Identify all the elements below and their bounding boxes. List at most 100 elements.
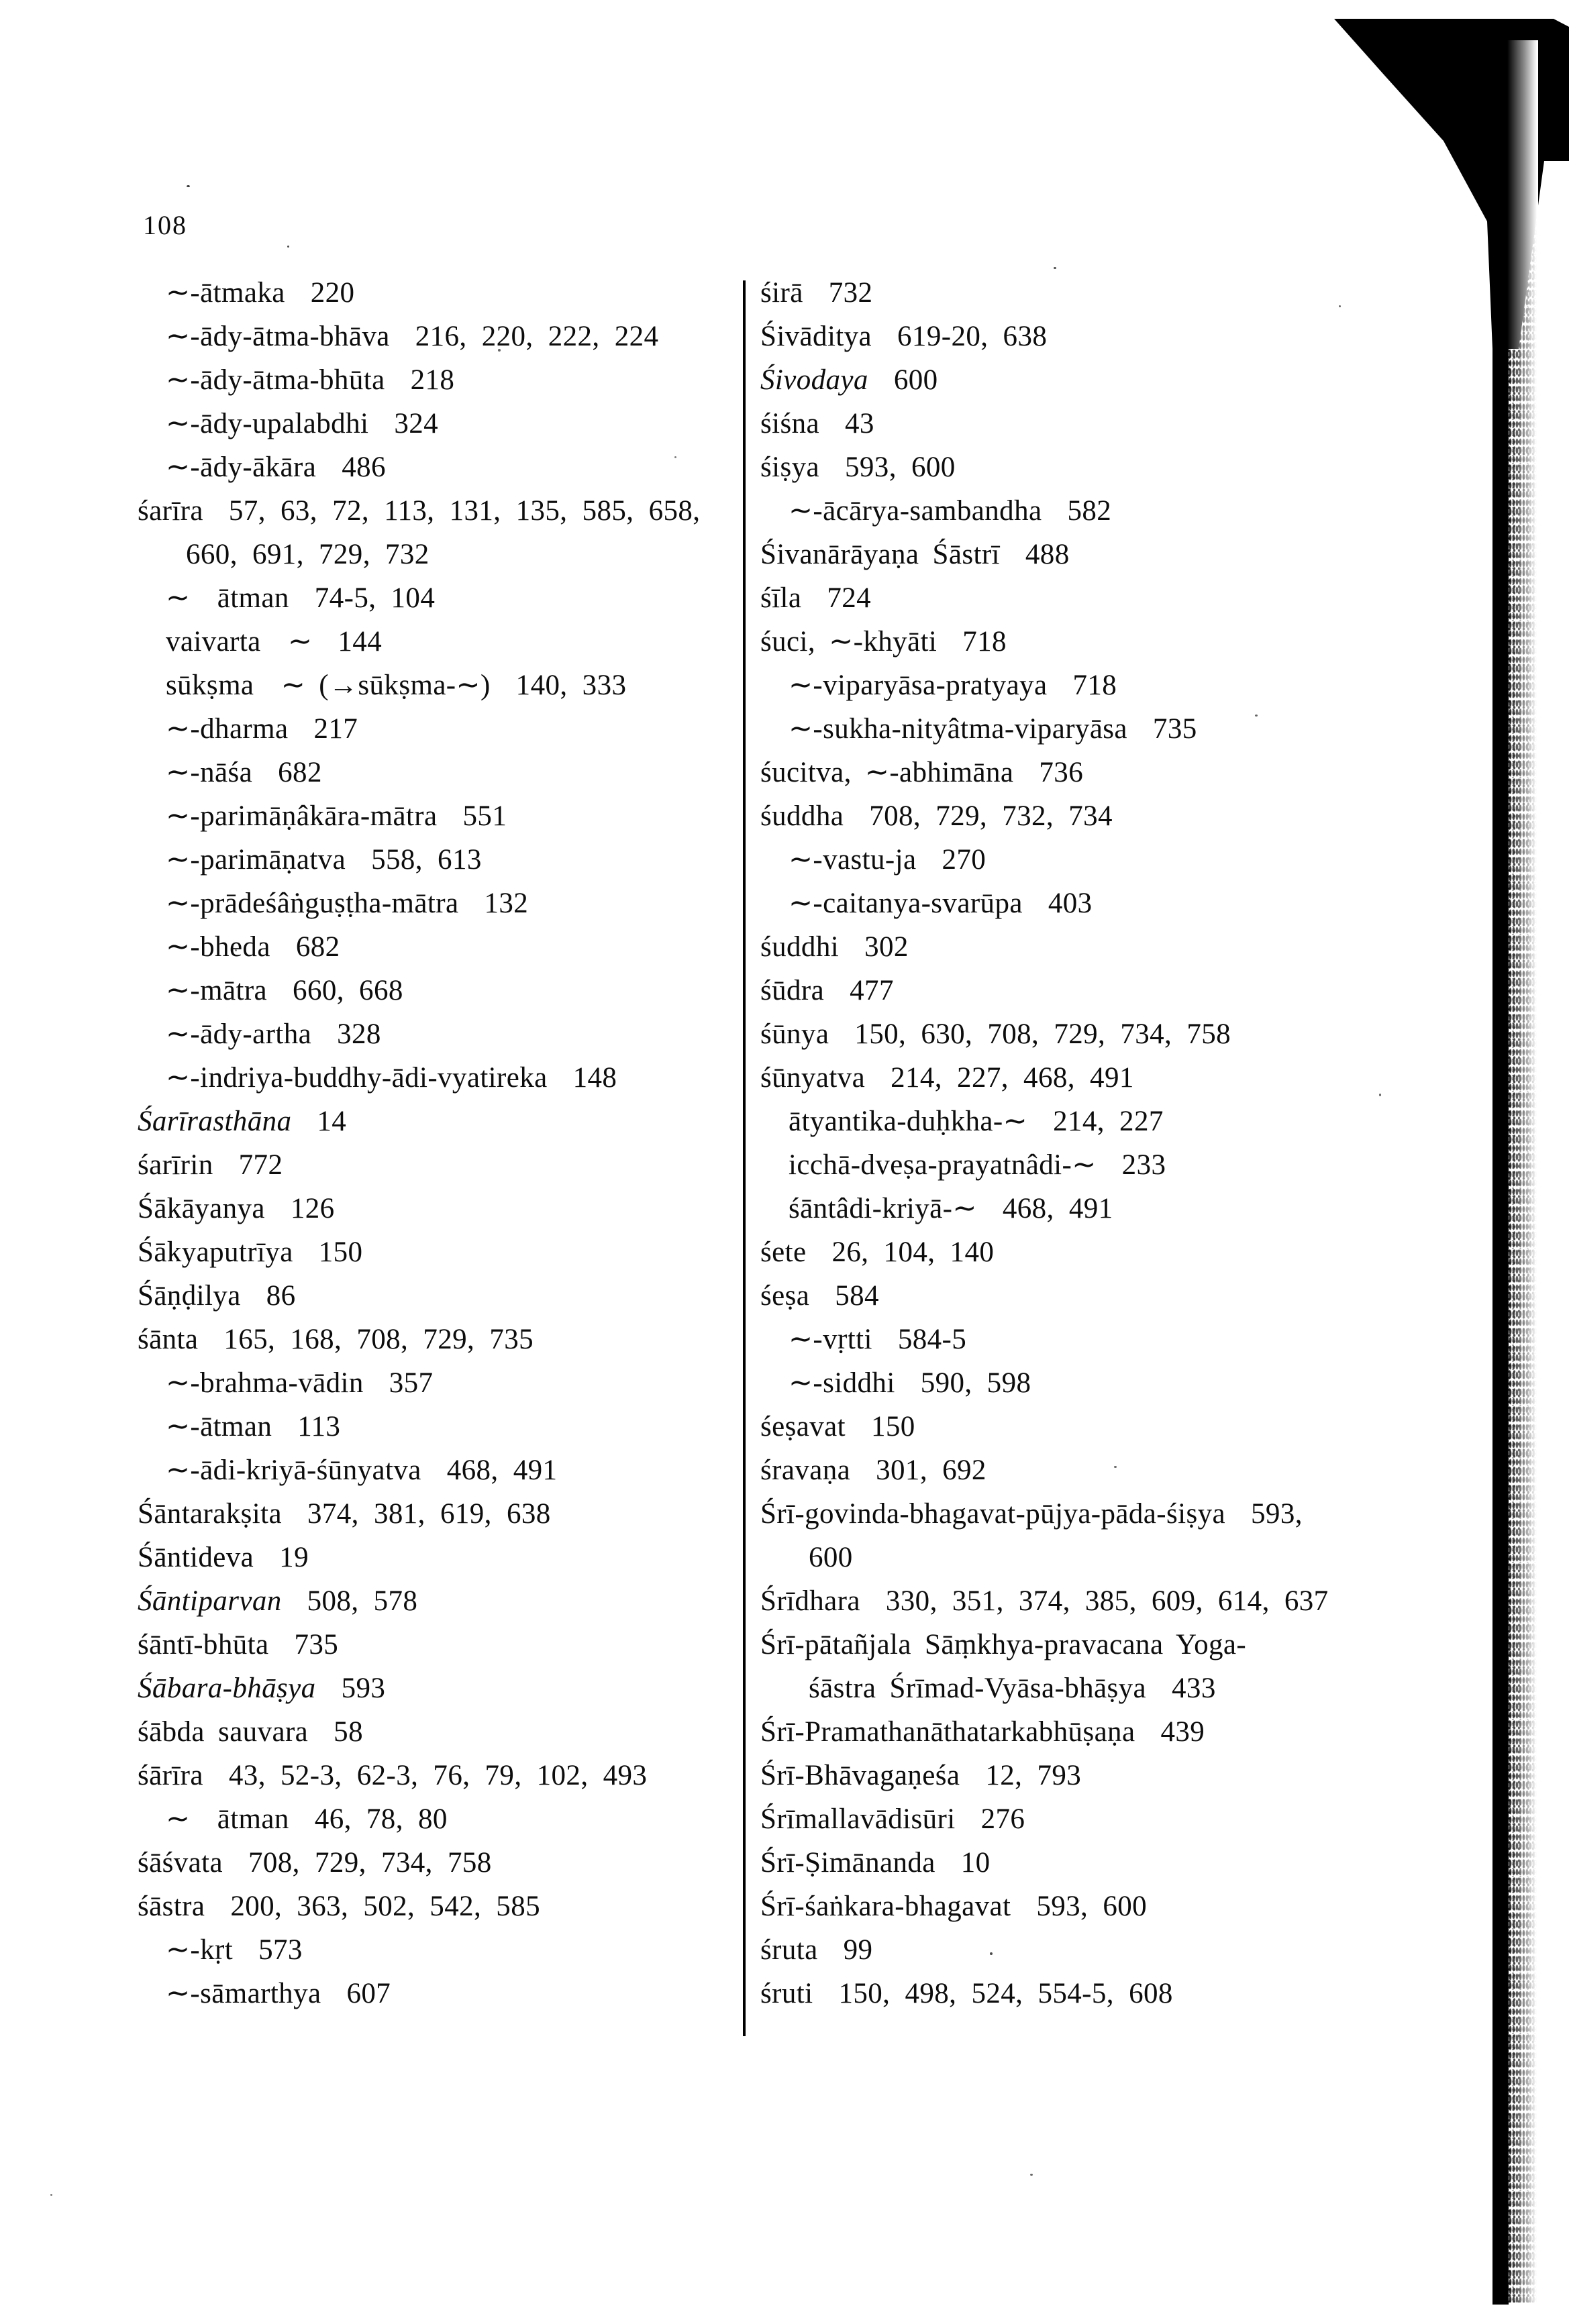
index-page-refs: 357: [389, 1367, 434, 1399]
index-page-refs: 14: [317, 1106, 347, 1137]
index-entry: Śrīdhara 330, 351, 374, 385, 609, 614, 63…: [760, 1579, 1488, 1623]
index-entry: ∼-ādy-upalabdhi 324: [138, 402, 745, 445]
index-term: ∼-siddhi: [789, 1367, 895, 1399]
index-entry: ∼-prādeśâṅguṣṭha-mātra 132: [138, 882, 745, 925]
index-entry: śārīra 43, 52-3, 62-3, 76, 79, 102, 493: [138, 1754, 745, 1797]
index-entry: Śāntarakṣita 374, 381, 619, 638: [138, 1492, 745, 1536]
index-page-refs: 58: [334, 1716, 363, 1748]
index-entry: ∼-ādy-artha 328: [138, 1012, 745, 1056]
index-entry: 600: [760, 1536, 1488, 1579]
index-page-refs: 270: [942, 844, 986, 876]
index-entry: śruta 99: [760, 1928, 1488, 1972]
index-term: ∼-ādy-ātma-bhāva: [166, 321, 390, 352]
index-term: śuddha: [760, 800, 844, 832]
index-term: śārīra: [138, 1760, 203, 1791]
index-page-refs: 26, 104, 140: [831, 1236, 995, 1268]
index-entry: śravaṇa 301, 692: [760, 1448, 1488, 1492]
index-page-refs: 19: [279, 1542, 309, 1573]
index-entry: śīla 724: [760, 576, 1488, 620]
index-term: ∼-ādy-upalabdhi: [166, 408, 369, 439]
index-page-refs: 433: [1172, 1673, 1216, 1704]
index-page-refs: 374, 381, 619, 638: [307, 1498, 551, 1530]
index-entry: vaivarta ∼ 144: [138, 620, 745, 664]
index-term: Śivāditya: [760, 321, 872, 352]
index-term: śāśvata: [138, 1847, 223, 1879]
index-term: Śrī-Bhāvagaṇeśa: [760, 1760, 960, 1791]
index-entry: icchā-dveṣa-prayatnâdi-∼ 233: [760, 1143, 1488, 1187]
index-term: ∼-vastu-ja: [789, 844, 917, 876]
index-term: ∼-ācārya-sambandha: [789, 495, 1042, 527]
scan-dot: [287, 246, 289, 248]
index-page-refs: 10: [960, 1847, 991, 1879]
index-term: Śāṇḍilya: [138, 1280, 241, 1312]
index-page-refs: 551: [462, 800, 507, 832]
index-page-refs: 724: [827, 582, 872, 614]
index-page-refs: 593: [341, 1673, 386, 1704]
index-entry: Śivodaya 600: [760, 358, 1488, 402]
index-entry: śuci, ∼-khyāti 718: [760, 620, 1488, 664]
index-page-refs: 218: [410, 364, 455, 396]
index-term: śiśna: [760, 408, 819, 439]
index-entry: ∼-parimāṇâkāra-mātra 551: [138, 794, 745, 838]
index-term: śuci, ∼-khyāti: [760, 626, 938, 657]
index-term: ∼-ādy-artha: [166, 1018, 312, 1050]
scan-dot: [235, 949, 237, 951]
index-entry: ∼-sāmarthya 607: [138, 1972, 745, 2015]
index-entry: śūdra 477: [760, 969, 1488, 1012]
index-term: śūdra: [760, 975, 825, 1006]
index-entry: ∼-bheda 682: [138, 925, 745, 969]
index-entry: śarīrin 772: [138, 1143, 745, 1187]
index-term: śāstra Śrīmad-Vyāsa-bhāṣya: [809, 1673, 1147, 1704]
index-page-refs: 165, 168, 708, 729, 735: [223, 1324, 534, 1355]
index-page-refs: 735: [294, 1629, 339, 1660]
index-term: Śivanārāyaṇa Śāstrī: [760, 539, 1000, 570]
index-term: Śrī-Pramathanāthatarkabhūṣaṇa: [760, 1716, 1135, 1748]
index-term: śāntī-bhūta: [138, 1629, 269, 1660]
index-term: śeṣavat: [760, 1411, 846, 1442]
index-page-refs: 144: [338, 626, 383, 657]
index-page-refs: 150, 630, 708, 729, 734, 758: [854, 1018, 1231, 1050]
index-term: sūkṣma ∼ (→sūkṣma-∼): [166, 670, 491, 701]
index-entry: ∼-ādi-kriyā-śūnyatva 468, 491: [138, 1448, 745, 1492]
index-page-refs: 593,: [1251, 1498, 1303, 1530]
scan-dot: [674, 456, 676, 458]
index-term: śāstra: [138, 1891, 205, 1922]
index-entry: ∼-parimāṇatva 558, 613: [138, 838, 745, 882]
index-entry: śruti 150, 498, 524, 554-5, 608: [760, 1972, 1488, 2015]
index-term: Śābara-bhāṣya: [138, 1673, 316, 1704]
scan-dot: [187, 185, 190, 187]
index-term: ∼-ādi-kriyā-śūnyatva: [166, 1455, 421, 1486]
index-page-refs: 477: [850, 975, 894, 1006]
index-term: ātyantika-duḥkha-∼: [789, 1106, 1028, 1137]
index-page-refs: 600: [809, 1542, 853, 1573]
index-term: śete: [760, 1236, 807, 1268]
index-page-refs: 233: [1121, 1149, 1166, 1181]
index-term: Śrīmallavādisūri: [760, 1803, 956, 1835]
column-divider: [743, 280, 746, 2036]
index-entry: śāśvata 708, 729, 734, 758: [138, 1841, 745, 1885]
index-term: ∼-bheda: [166, 931, 270, 963]
index-page-refs: 682: [295, 931, 340, 963]
index-page-refs: 584: [835, 1280, 879, 1312]
index-entry: Śarīrasthāna 14: [138, 1100, 745, 1143]
index-term: ∼ ātman: [166, 582, 289, 614]
index-entry: ∼-brahma-vādin 357: [138, 1361, 745, 1405]
index-term: śarīra: [138, 495, 203, 527]
index-entry: Śivāditya 619-20, 638: [760, 315, 1488, 358]
index-page-refs: 43: [845, 408, 874, 439]
index-page-refs: 220: [310, 277, 355, 309]
index-page-refs: 508, 578: [307, 1585, 418, 1617]
index-page-refs: 330, 351, 374, 385, 609, 614, 637: [885, 1585, 1329, 1617]
index-term: Śivodaya: [760, 364, 868, 396]
index-page-refs: 772: [238, 1149, 283, 1181]
index-entry: sūkṣma ∼ (→sūkṣma-∼) 140, 333: [138, 664, 745, 707]
index-term: ∼-nāśa: [166, 757, 253, 788]
index-term: ∼-mātra: [166, 975, 268, 1006]
index-entry: ∼-ācārya-sambandha 582: [760, 489, 1488, 533]
index-page-refs: 600: [893, 364, 938, 396]
index-page-refs: 593, 600: [1036, 1891, 1148, 1922]
index-term: Śāntideva: [138, 1542, 254, 1573]
index-entry: śāntī-bhūta 735: [138, 1623, 745, 1667]
index-entry: Śāṇḍilya 86: [138, 1274, 745, 1318]
index-page-refs: 619-20, 638: [897, 321, 1048, 352]
